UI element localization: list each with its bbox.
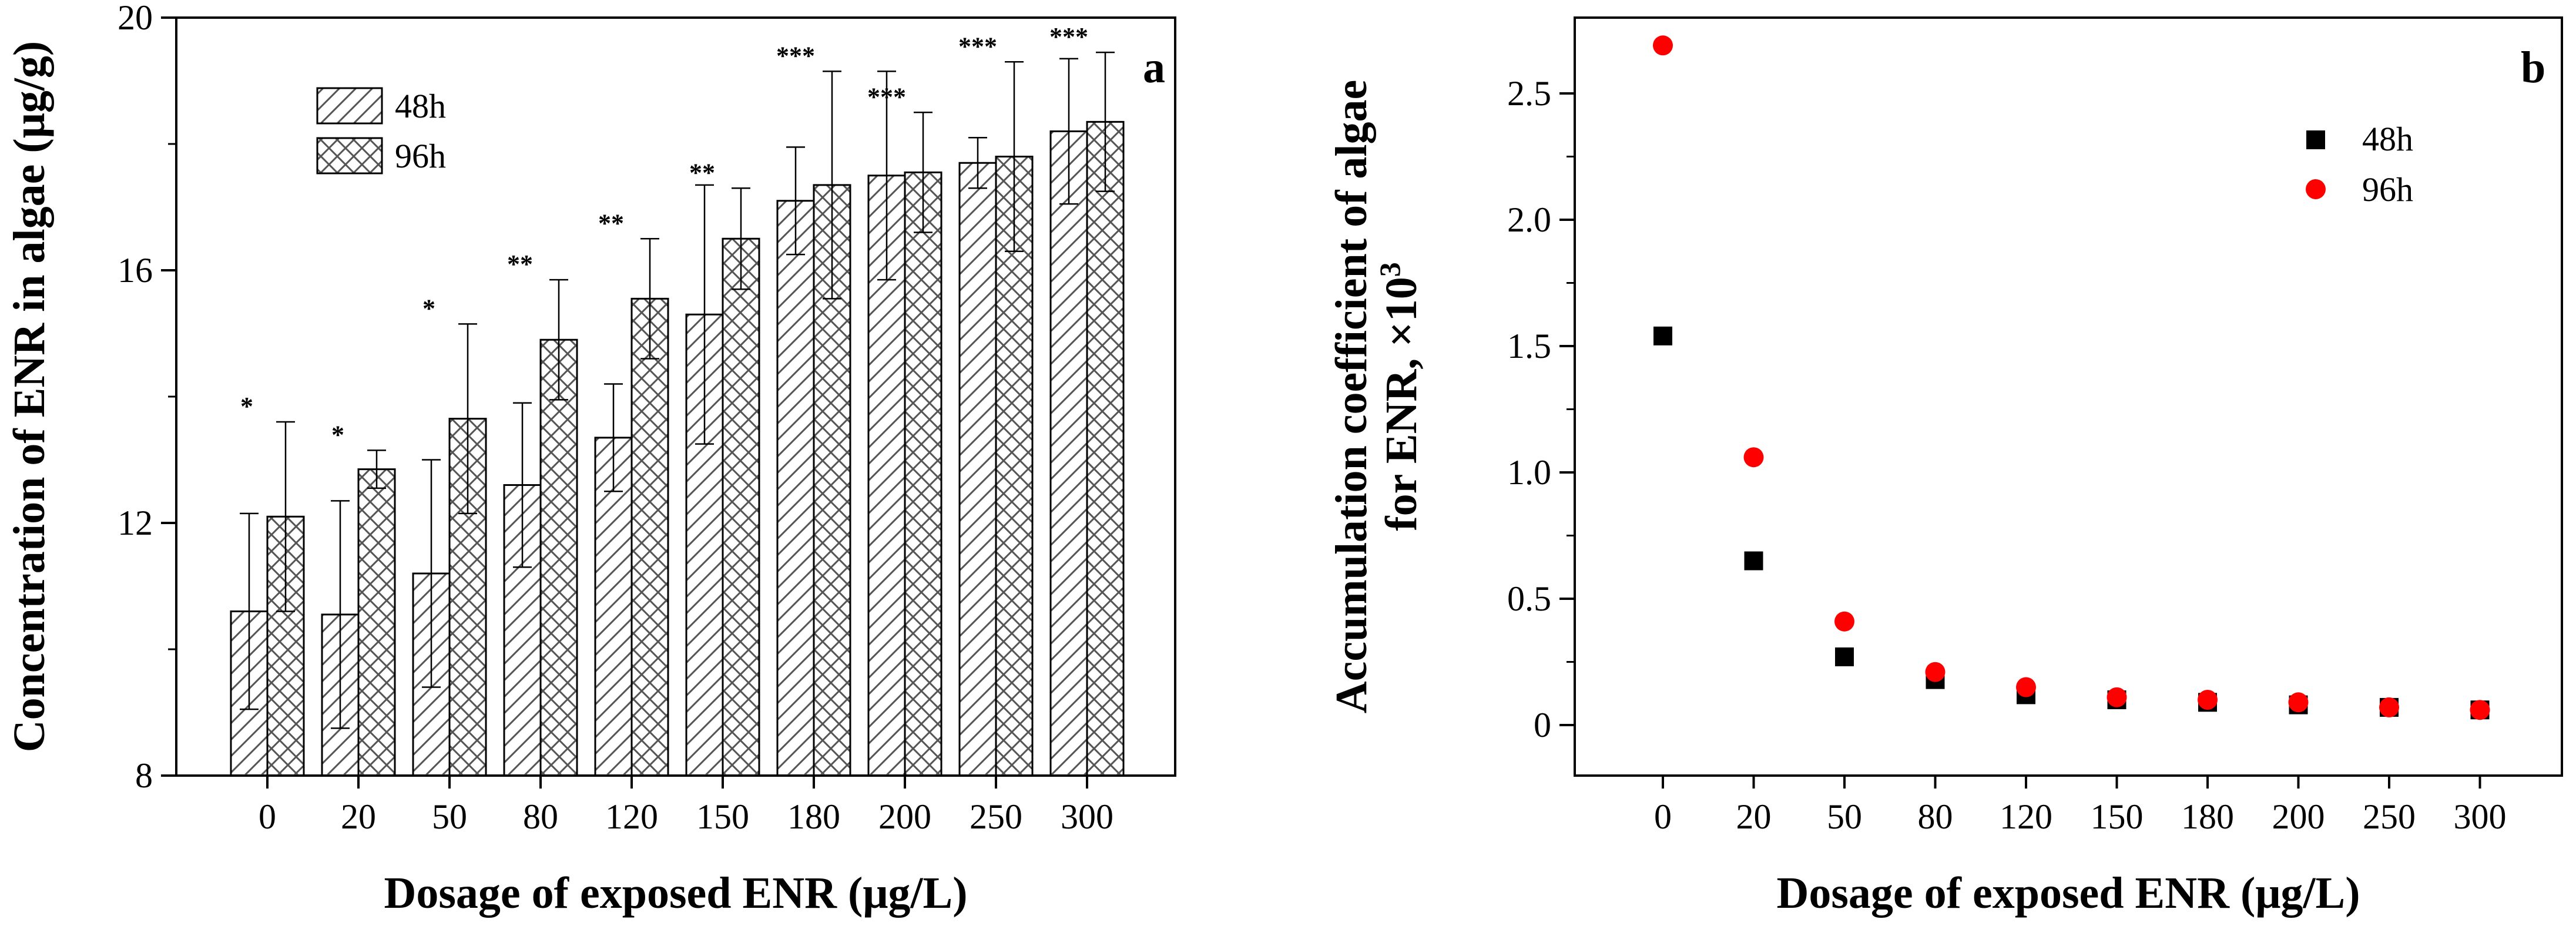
x-tick-label: 180 [787, 797, 840, 836]
point-96h [1925, 662, 1946, 682]
panel-b-frame [1574, 16, 2563, 777]
panel-b-x-title: Dosage of exposed ENR (μg/L) [1776, 868, 2360, 918]
x-tick-label: 0 [1654, 797, 1672, 836]
panel-a-y-title: Concentration of ENR in algae (μg/g) [5, 41, 54, 752]
significance-mark: *** [1049, 22, 1088, 51]
point-96h [1834, 611, 1854, 632]
x-tick-label: 120 [2000, 797, 2052, 836]
x-tick-label: 300 [2454, 797, 2507, 836]
x-tick-label: 20 [341, 797, 376, 836]
significance-mark: * [422, 294, 435, 323]
legend-marker-96h [2306, 179, 2326, 199]
bar-48h [776, 200, 815, 777]
x-tick-label: 50 [432, 797, 467, 836]
point-96h [1653, 35, 1673, 56]
y-tick-label: 8 [135, 756, 153, 795]
significance-mark: ** [507, 250, 533, 279]
significance-mark: *** [776, 41, 815, 70]
bar-96h [904, 171, 942, 777]
point-96h [2470, 700, 2490, 720]
panel-b-y-title-line1: Accumulation coefficient of algae [1327, 80, 1376, 714]
point-96h [2107, 687, 2127, 707]
panel-b-points [1653, 35, 2490, 720]
x-tick-label: 200 [878, 797, 931, 836]
point-96h [2288, 692, 2309, 713]
x-tick-label: 300 [1061, 797, 1113, 836]
panel-a-bars: ****************** *** [230, 22, 1125, 777]
x-tick-label: 80 [1918, 797, 1953, 836]
panel-b: 0 0.5 1.0 1.5 2.0 2.5 0 20 50 80 120 150 180 200 250 3… [1327, 16, 2563, 918]
panel-b-label: b [2521, 43, 2545, 92]
y-tick-label: 0.5 [1507, 579, 1551, 618]
bar-96h [539, 338, 578, 777]
x-tick-label: 250 [2363, 797, 2416, 836]
bar-96h [1086, 120, 1125, 777]
legend-swatch-96h [316, 137, 383, 175]
significance-mark: ** [689, 158, 715, 187]
x-tick-label: 180 [2181, 797, 2234, 836]
y-tick-label: 2.0 [1507, 200, 1551, 239]
point-96h [2016, 677, 2036, 697]
panel-b-y-ticks: 0 0.5 1.0 1.5 2.0 2.5 [1507, 74, 1575, 744]
x-tick-label: 20 [1736, 797, 1772, 836]
bar-96h [630, 297, 669, 777]
y-tick-label: 1.0 [1507, 453, 1551, 492]
x-tick-label: 0 [259, 797, 276, 836]
significance-mark: * [240, 392, 253, 421]
panel-a-legend: 48h 96h [316, 87, 446, 175]
panel-b-y-title-main: for ENR, ×10 [1377, 277, 1426, 531]
x-tick-label: 150 [696, 797, 749, 836]
y-tick-label: 2.5 [1507, 74, 1551, 113]
x-tick-label: 200 [2272, 797, 2325, 836]
point-48h [1653, 326, 1672, 345]
panel-b-y-title-line2: for ENR, ×103 [1373, 262, 1426, 531]
significance-mark: * [331, 420, 344, 449]
panel-a-x-ticks: 0 20 50 80 120 150 180 200 250 300 [259, 776, 1113, 836]
legend-marker-48h [2306, 130, 2325, 149]
point-96h [1743, 447, 1764, 468]
panel-b-y-title-superscript: 3 [1373, 262, 1406, 277]
x-tick-label: 250 [970, 797, 1022, 836]
panel-a-label: a [1143, 43, 1165, 92]
panel-a-y-ticks: 8 12 16 20 [118, 0, 176, 795]
x-tick-label: 120 [605, 797, 658, 836]
point-48h [1835, 647, 1854, 666]
significance-mark: *** [867, 82, 906, 111]
point-96h [2379, 697, 2399, 717]
significance-mark: ** [598, 209, 624, 237]
panel-a-x-title: Dosage of exposed ENR (μg/L) [384, 868, 967, 918]
bar-96h [722, 237, 760, 777]
legend-label-48h: 48h [2362, 120, 2413, 158]
x-tick-label: 80 [523, 797, 558, 836]
x-tick-label: 150 [2091, 797, 2144, 836]
bar-96h [357, 468, 396, 777]
panel-b-x-ticks: 0 20 50 80 120 150 180 200 250 300 [1654, 776, 2507, 836]
y-tick-label: 0 [1534, 706, 1551, 744]
legend-label-48h: 48h [395, 87, 446, 125]
y-tick-label: 12 [118, 504, 153, 542]
point-96h [2198, 690, 2218, 710]
legend-label-96h: 96h [2362, 170, 2413, 209]
y-tick-label: 1.5 [1507, 327, 1551, 365]
bar-96h [995, 156, 1034, 777]
panel-b-legend: 48h 96h [2306, 120, 2413, 209]
legend-label-96h: 96h [395, 137, 446, 175]
legend-swatch-48h [316, 87, 383, 125]
significance-mark: *** [958, 32, 997, 61]
y-tick-label: 20 [118, 0, 153, 37]
y-tick-label: 16 [118, 251, 153, 290]
x-tick-label: 50 [1827, 797, 1862, 836]
bar-48h [594, 437, 633, 777]
bar-48h [1049, 130, 1088, 777]
bar-48h [958, 162, 997, 777]
point-48h [1744, 551, 1763, 571]
